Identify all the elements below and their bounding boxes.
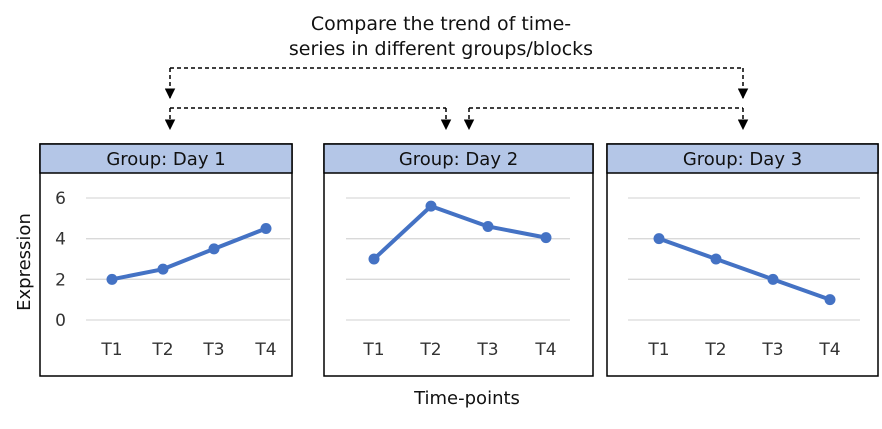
data-point [425,200,437,212]
data-point [106,273,118,285]
panel-title: Group: Day 1 [106,149,225,170]
series-line [657,236,832,302]
x-tick-label: T2 [704,340,726,360]
data-point [653,233,665,245]
x-tick-label: T2 [151,340,173,360]
data-point [824,294,836,306]
panel-frame [39,143,293,377]
y-axis-label: Expression [14,213,35,311]
y-tick-label: 0 [55,311,66,331]
x-tick-label: T3 [761,340,783,360]
data-point [157,263,169,275]
data-point [208,243,220,255]
x-tick-label: T3 [202,340,224,360]
series-line [110,226,268,282]
panel-day-3: Group: Day 3 T1 T2 T3 T4 [606,143,879,377]
panel-header [39,143,293,174]
diagram-title-line-1: Compare the trend of time- [311,13,571,35]
data-point [767,273,779,285]
y-tick-label: 6 [55,189,66,209]
data-point [482,220,494,232]
x-tick-label: T1 [647,340,669,360]
x-tick-label: T4 [818,340,840,360]
y-tick-label: 2 [55,270,66,290]
x-axis-label: Time-points [413,388,520,409]
comparison-arrows [164,67,749,131]
x-tick-label: T1 [362,340,384,360]
x-tick-label: T4 [254,340,276,360]
x-tick-label: T1 [100,340,122,360]
panel-day-2: Group: Day 2 T1 T2 T3 T4 [323,143,594,377]
x-tick-label: T4 [534,340,556,360]
x-tick-label: T3 [476,340,498,360]
data-point [710,253,722,265]
panel-title: Group: Day 2 [399,149,518,170]
y-tick-label: 4 [55,230,66,250]
data-point [260,223,272,234]
panel-header [323,143,594,174]
data-point [540,232,552,244]
panel-day-1: Group: Day 1 0 2 4 6 T1 T2 T3 T4 [39,143,293,377]
x-tick-label: T2 [419,340,441,360]
diagram-title-line-2: series in different groups/blocks [289,38,593,60]
data-point [368,253,380,265]
panel-title: Group: Day 3 [683,149,802,170]
series-line [372,204,548,261]
panel-header [606,143,879,174]
